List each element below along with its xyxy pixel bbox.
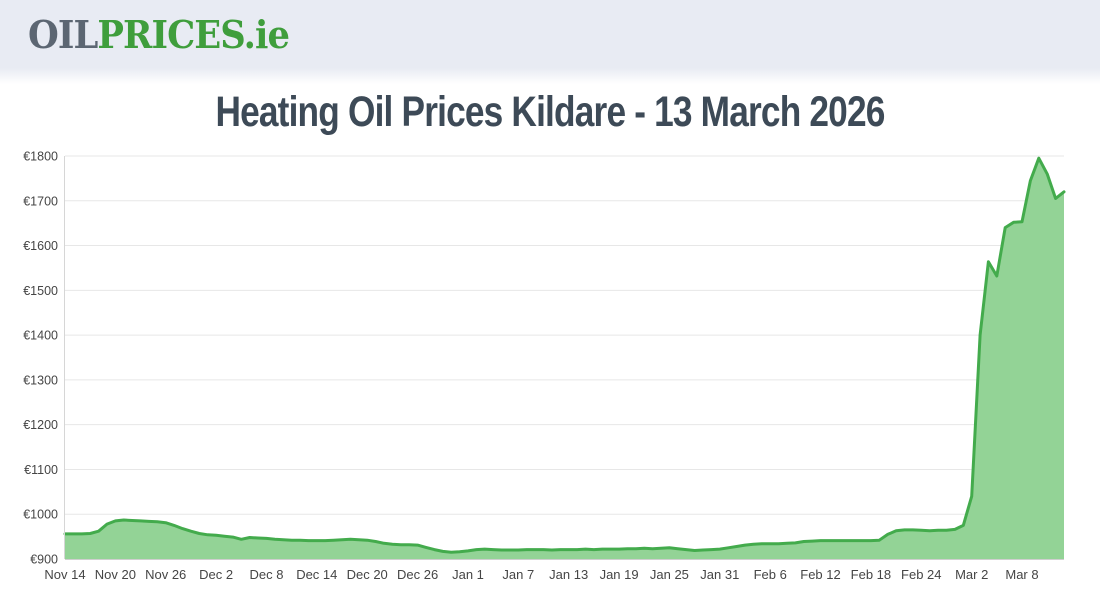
x-axis-label: Dec 14 (296, 567, 337, 582)
price-area-fill (65, 158, 1064, 559)
site-logo[interactable]: OILPRICES.ie (28, 11, 290, 57)
y-axis-label: €1200 (23, 418, 58, 432)
x-axis-label: Jan 19 (600, 567, 639, 582)
x-axis-label: Dec 8 (250, 567, 284, 582)
x-axis-label: Mar 8 (1005, 567, 1038, 582)
price-line (63, 156, 1066, 554)
x-axis-label: Nov 26 (145, 567, 186, 582)
y-axis-label: €1300 (23, 373, 58, 387)
x-axis-label: Jan 7 (502, 567, 534, 582)
site-header: OILPRICES.ie (0, 0, 1100, 68)
x-axis-label: Dec 26 (397, 567, 438, 582)
x-axis-label: Nov 14 (44, 567, 85, 582)
logo-text-prices: PRICES (97, 11, 244, 57)
x-axis-label: Mar 2 (955, 567, 988, 582)
x-axis-label: Jan 25 (650, 567, 689, 582)
x-axis-label: Feb 18 (851, 567, 891, 582)
logo-text-ie: .ie (243, 11, 290, 57)
header-fade-divider (0, 68, 1100, 84)
y-axis-label: €1500 (23, 284, 58, 298)
x-axis-label: Feb 6 (754, 567, 787, 582)
y-axis-label: €1000 (23, 508, 58, 522)
x-axis-label: Dec 20 (347, 567, 388, 582)
y-axis-label: €1700 (23, 194, 58, 208)
x-axis-label: Feb 12 (800, 567, 840, 582)
x-axis-label: Dec 2 (199, 567, 233, 582)
y-axis-label: €1600 (23, 239, 58, 253)
y-axis-label: €900 (30, 553, 58, 567)
x-axis-label: Feb 24 (901, 567, 941, 582)
x-axis-label: Jan 13 (549, 567, 588, 582)
x-axis-label: Jan 1 (452, 567, 484, 582)
y-axis-label: €1400 (23, 329, 58, 343)
logo-text-oil: OIL (28, 11, 98, 57)
y-axis-label: €1100 (24, 463, 58, 477)
page-title: Heating Oil Prices Kildare - 13 March 20… (215, 88, 885, 136)
y-axis-label: €1800 (23, 150, 58, 164)
x-axis-label: Nov 20 (95, 567, 136, 582)
x-axis-label: Jan 31 (700, 567, 739, 582)
